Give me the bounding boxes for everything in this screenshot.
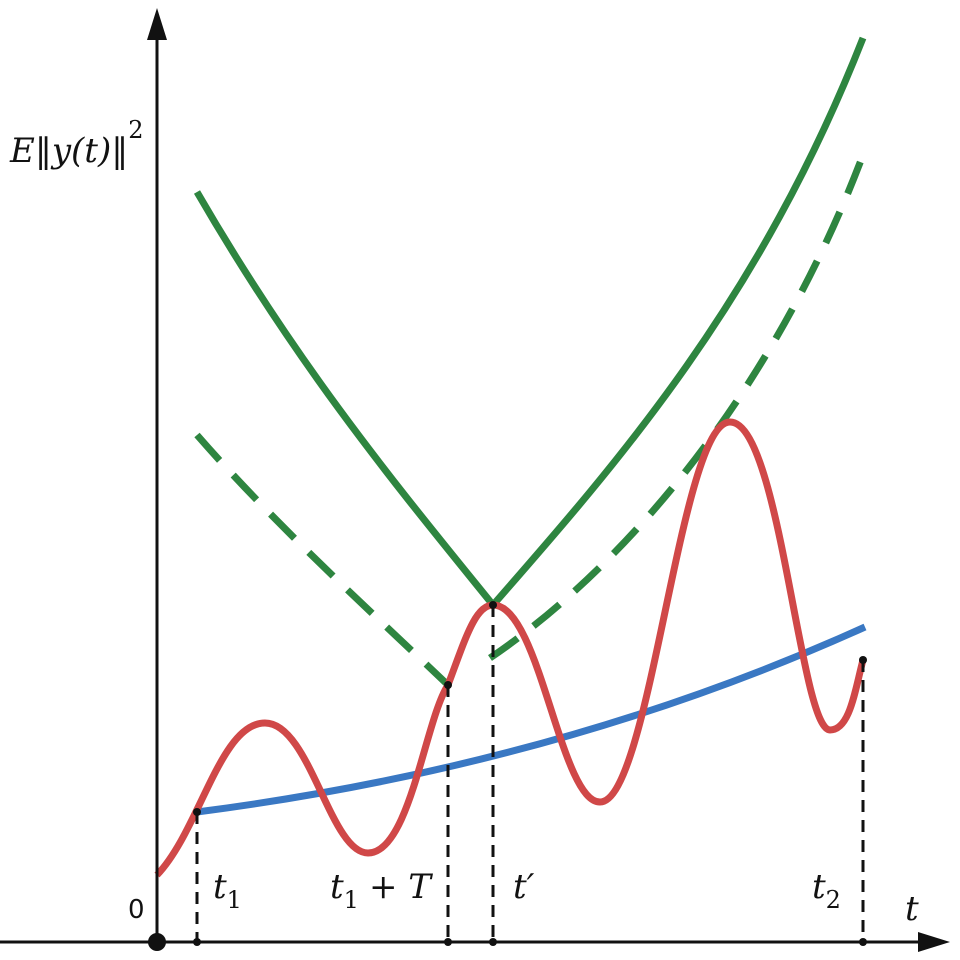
point-label: t1 + T: [330, 867, 433, 914]
point-label: t1: [213, 867, 242, 914]
green-dashed-curve: [194, 432, 451, 688]
origin-label: 0: [128, 895, 145, 925]
axes: [0, 8, 950, 952]
y-axis-label: E‖y(t)‖2: [9, 116, 144, 171]
green-dashed-curve: [488, 153, 867, 661]
green-curve: [193, 36, 867, 611]
point: [489, 601, 497, 609]
y-arrow: [147, 8, 167, 40]
point: [859, 656, 867, 664]
blue-curve: [196, 623, 867, 816]
curves: [154, 36, 867, 878]
point: [444, 681, 452, 689]
point-label: t′: [513, 867, 535, 907]
point: [193, 808, 201, 816]
x-arrow: [918, 932, 950, 952]
x-axis-label: t: [905, 889, 919, 929]
red-curve: [154, 418, 867, 878]
point-label: t2: [812, 867, 841, 914]
guides: [195, 605, 865, 942]
points: [148, 601, 867, 951]
